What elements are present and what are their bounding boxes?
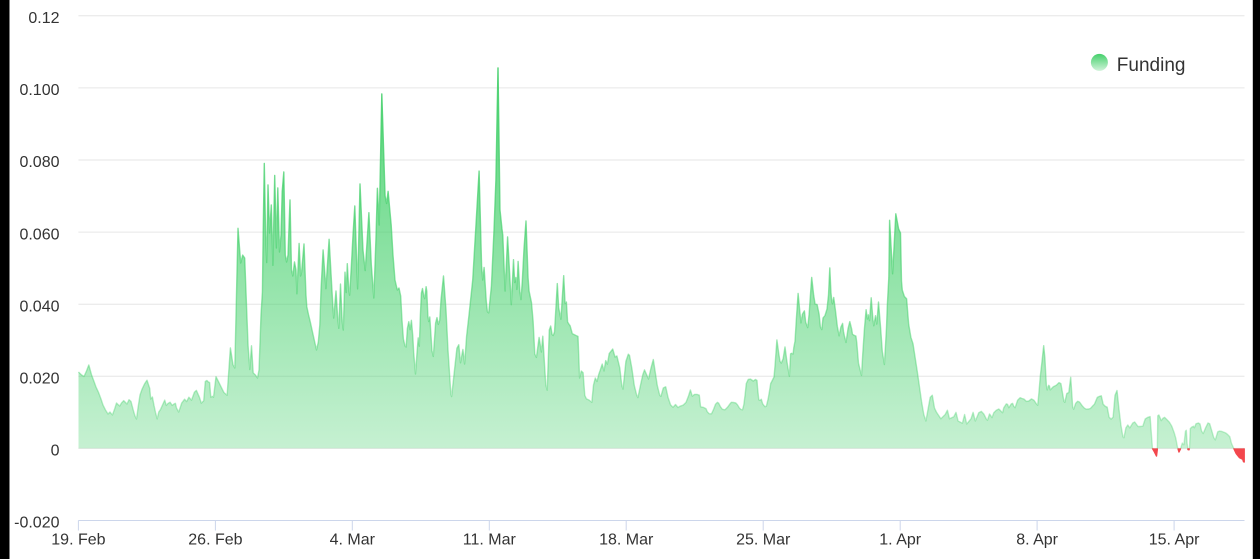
svg-text:11. Mar: 11. Mar bbox=[463, 532, 517, 549]
svg-text:-0.020: -0.020 bbox=[14, 515, 59, 532]
svg-text:0.080: 0.080 bbox=[19, 154, 59, 171]
svg-text:4. Mar: 4. Mar bbox=[330, 532, 376, 549]
svg-text:25. Mar: 25. Mar bbox=[736, 532, 791, 549]
svg-text:15. Apr: 15. Apr bbox=[1149, 532, 1200, 549]
svg-text:26. Feb: 26. Feb bbox=[188, 532, 242, 549]
svg-text:0.060: 0.060 bbox=[19, 226, 59, 243]
svg-text:18. Mar: 18. Mar bbox=[599, 532, 654, 549]
svg-text:0.040: 0.040 bbox=[19, 298, 59, 315]
svg-text:0.12: 0.12 bbox=[28, 10, 59, 27]
svg-text:8. Apr: 8. Apr bbox=[1016, 532, 1058, 549]
svg-text:0.020: 0.020 bbox=[19, 371, 59, 388]
svg-text:Funding: Funding bbox=[1117, 55, 1186, 76]
svg-text:0.100: 0.100 bbox=[19, 82, 59, 99]
svg-text:0: 0 bbox=[51, 443, 60, 460]
svg-text:19. Feb: 19. Feb bbox=[51, 532, 105, 549]
svg-text:1. Apr: 1. Apr bbox=[879, 532, 921, 549]
